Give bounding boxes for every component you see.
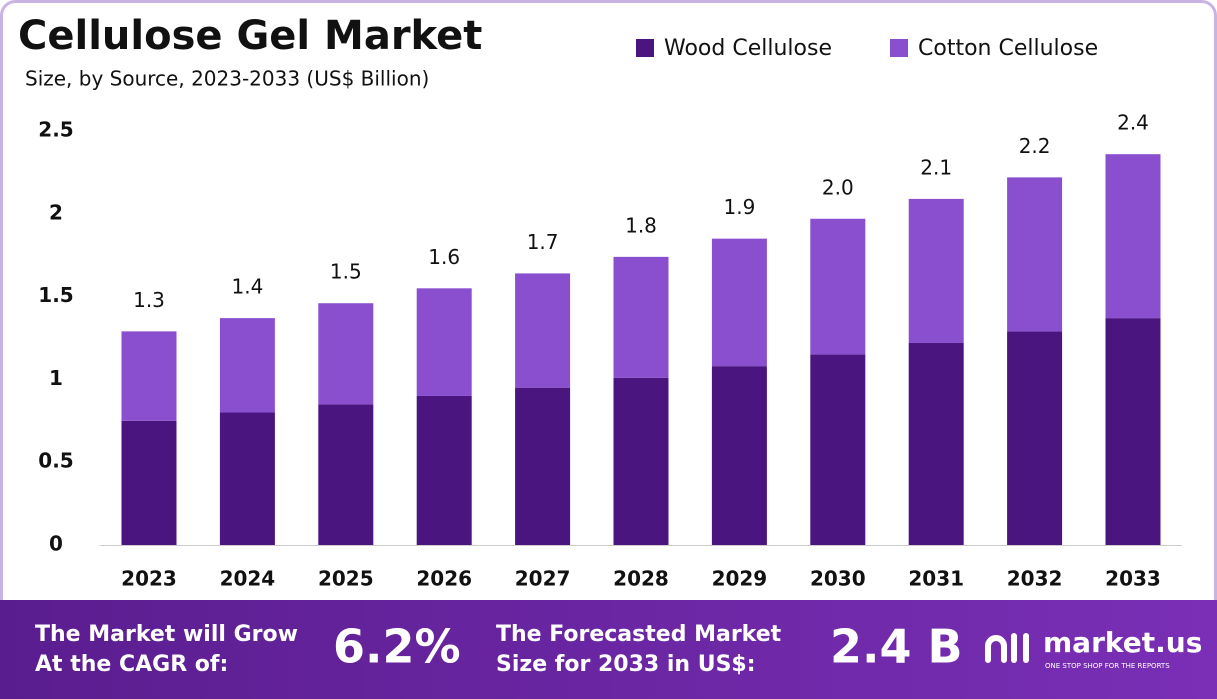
y-tick-label: 0 — [49, 532, 63, 556]
bar-segment — [219, 318, 275, 413]
cagr-value: 6.2% — [333, 620, 461, 674]
y-tick-label: 2.5 — [38, 118, 73, 142]
total-label: 2.4 — [1117, 111, 1149, 135]
x-tick-label: 2031 — [908, 567, 964, 591]
bar-segment — [1007, 331, 1063, 545]
total-label: 1.3 — [133, 288, 165, 312]
total-label: 1.7 — [527, 230, 559, 254]
x-tick-label: 2027 — [515, 567, 571, 591]
x-tick-label: 2030 — [810, 567, 866, 591]
total-label: 1.6 — [428, 245, 460, 269]
bar-segment — [908, 198, 964, 343]
legend-label: Wood Cellulose — [664, 36, 832, 61]
forecast-text: The Forecasted Market — [496, 622, 782, 647]
bar-segment — [613, 256, 669, 378]
y-tick-label: 1 — [49, 366, 63, 390]
bar-segment — [121, 420, 177, 545]
bar-segment — [121, 331, 177, 421]
bar-segment — [613, 377, 669, 545]
bar-segment — [515, 387, 571, 545]
total-label: 1.8 — [625, 213, 657, 237]
total-label: 2.0 — [822, 175, 854, 199]
bar-segment — [711, 238, 767, 367]
cagr-text: The Market will Grow — [35, 622, 298, 647]
forecast-text: Size for 2033 in US$: — [496, 652, 756, 677]
chart-subtitle: Size, by Source, 2023-2033 (US$ Billion) — [25, 67, 429, 91]
total-label: 1.9 — [723, 195, 755, 219]
total-label: 1.5 — [330, 260, 362, 284]
bar-segment — [908, 342, 964, 545]
y-tick-label: 2 — [49, 200, 63, 224]
x-tick-label: 2026 — [416, 567, 472, 591]
total-label: 1.4 — [231, 275, 263, 299]
x-tick-label: 2028 — [613, 567, 669, 591]
total-label: 2.1 — [920, 155, 952, 179]
x-tick-label: 2033 — [1105, 567, 1161, 591]
x-tick-label: 2032 — [1007, 567, 1063, 591]
bar-segment — [711, 366, 767, 545]
legend-swatch — [890, 39, 908, 57]
forecast-value: 2.4 B — [830, 620, 963, 674]
bar-segment — [1105, 154, 1161, 319]
x-tick-label: 2025 — [318, 567, 374, 591]
total-label: 2.2 — [1019, 134, 1051, 158]
bar-segment — [416, 288, 472, 396]
x-tick-label: 2023 — [121, 567, 177, 591]
y-tick-label: 1.5 — [38, 283, 73, 307]
brand-logo — [985, 633, 1029, 663]
bar-segment — [219, 412, 275, 545]
cagr-text: At the CAGR of: — [35, 652, 228, 677]
bar-segment — [1007, 177, 1063, 332]
footer-band — [0, 600, 1217, 699]
bar-segment — [416, 395, 472, 545]
bar-segment — [1105, 318, 1161, 545]
y-tick-label: 0.5 — [38, 449, 73, 473]
brand: market.us — [1043, 626, 1202, 659]
bar-segment — [318, 303, 374, 405]
x-tick-label: 2029 — [712, 567, 768, 591]
bar-segment — [810, 354, 866, 545]
tagline: ONE STOP SHOP FOR THE REPORTS — [1045, 662, 1170, 670]
bar-segment — [318, 404, 374, 545]
x-tick-label: 2024 — [220, 567, 276, 591]
chart-title: Cellulose Gel Market — [18, 13, 482, 59]
legend-swatch — [636, 39, 654, 57]
legend-label: Cotton Cellulose — [918, 36, 1098, 61]
bar-segment — [515, 273, 571, 388]
bar-segment — [810, 218, 866, 355]
